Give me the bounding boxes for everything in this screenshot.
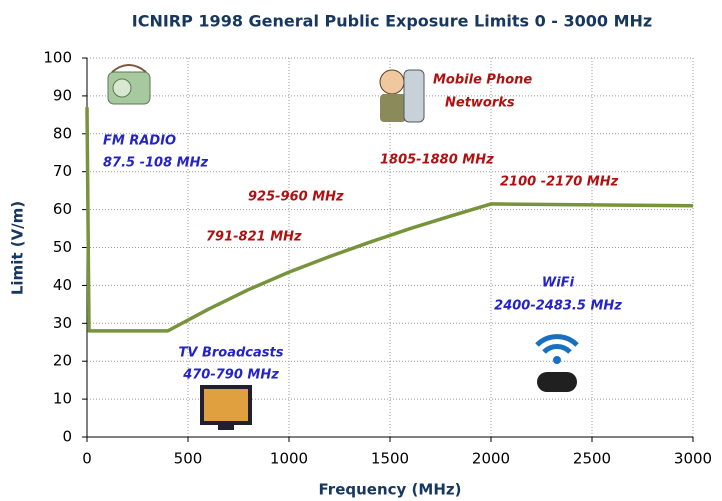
- y-tick-label: 10: [53, 390, 72, 408]
- annotation: 791-821 MHz: [206, 230, 302, 245]
- annotation: FM RADIO: [103, 134, 176, 149]
- y-tick-label: 30: [53, 314, 72, 332]
- x-tick-label: 2500: [573, 450, 611, 468]
- y-tick-label: 60: [53, 200, 72, 218]
- y-tick-label: 90: [53, 86, 72, 104]
- annotation: 470-790 MHz: [182, 368, 279, 383]
- chart: ICNIRP 1998 General Public Exposure Limi…: [0, 0, 722, 501]
- y-tick-label: 100: [43, 49, 72, 67]
- x-tick-label: 0: [82, 450, 92, 468]
- plot: [87, 107, 693, 331]
- annotation: 87.5 -108 MHz: [103, 156, 208, 171]
- annotation: Networks: [445, 96, 515, 111]
- x-tick-label: 2000: [472, 450, 510, 468]
- annotation: 1805-1880 MHz: [380, 153, 494, 168]
- y-tick-label: 20: [53, 352, 72, 370]
- y-tick-label: 70: [53, 162, 72, 180]
- line: [87, 107, 693, 331]
- x-tick-label: 1500: [371, 450, 409, 468]
- phone-icon: [380, 70, 424, 122]
- y-tick-label: 40: [53, 276, 72, 294]
- y-tick-label: 0: [62, 428, 72, 446]
- wifi-icon: [537, 337, 577, 392]
- y-axis-label: Limit (V/m): [9, 201, 27, 295]
- y-tick-label: 80: [53, 124, 72, 142]
- annotation: 2400-2483.5 MHz: [494, 299, 622, 314]
- annotation: WiFi: [542, 276, 575, 291]
- annotation: 925-960 MHz: [248, 190, 344, 205]
- x-tick-label: 500: [174, 450, 203, 468]
- radio-icon: [108, 65, 150, 104]
- x-tick-label: 3000: [674, 450, 712, 468]
- annotation: TV Broadcasts: [179, 346, 284, 361]
- y-tick-label: 50: [53, 238, 72, 256]
- x-axis-label: Frequency (MHz): [319, 481, 462, 499]
- annotation: Mobile Phone: [433, 73, 532, 88]
- tv-icon: [200, 385, 252, 430]
- x-tick-label: 1000: [270, 450, 308, 468]
- annotation: 2100 -2170 MHz: [500, 175, 619, 190]
- chart-title: ICNIRP 1998 General Public Exposure Limi…: [132, 12, 652, 31]
